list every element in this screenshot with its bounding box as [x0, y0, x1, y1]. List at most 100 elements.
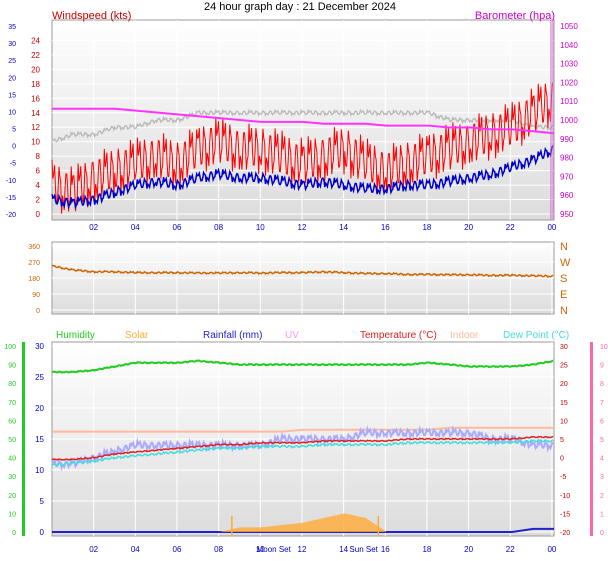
time-axis-temp: 02 04 06 08 10 12 14 16 18 20 22 00: [89, 545, 557, 554]
time-tick-label: 18: [422, 223, 431, 232]
baro-tick-label: 1020: [560, 78, 578, 87]
humidity-tick-label: 60: [8, 418, 16, 425]
panel-heading: Temperature (°C): [360, 330, 437, 341]
compass-label: E: [560, 289, 567, 301]
average-series-line: [51, 145, 554, 210]
secondary-tick-label: 0: [12, 144, 16, 151]
uv-tick-label: 3: [600, 474, 604, 481]
baro-tick-label: 1030: [560, 60, 578, 69]
baro-tick-label: 990: [560, 135, 574, 144]
sun-moon-labels: Moon Set Sun Set: [231, 516, 380, 554]
temp-tick-label: 20: [560, 381, 568, 388]
kts-tick-label: 0: [36, 210, 41, 219]
baro-tick-label: 1000: [560, 116, 578, 125]
temp-series: [51, 359, 554, 533]
time-axis-wind: 02 04 06 08 10 12 14 16 18 20 22 00: [89, 223, 557, 232]
humidity-tick-label: 50: [8, 437, 16, 444]
time-tick-label: 00: [547, 545, 556, 554]
temp-tick-label: 25: [560, 363, 568, 370]
grey-series-line: [51, 108, 554, 143]
panel-headings: Humidity Solar Rainfall (mm) UV Temperature …: [56, 330, 569, 341]
direction-series: [51, 264, 554, 279]
secondary-tick-label: 35: [8, 24, 16, 31]
direction-tick-label: 0: [36, 308, 40, 315]
time-tick-label: 22: [506, 223, 515, 232]
secondary-tick-label: -5: [10, 161, 16, 168]
secondary-tick-label: 10: [8, 109, 16, 116]
temp-tick-label: 5: [560, 437, 564, 444]
barometer-series-line: [52, 107, 555, 135]
kts-tick-label: 16: [31, 94, 40, 103]
kts-tick-label: 6: [36, 167, 41, 176]
humidity-tick-label: 100: [4, 344, 16, 351]
trace-series-line: [51, 425, 554, 472]
kts-tick-label: 22: [31, 51, 40, 60]
graph-title: 24 hour graph day : 21 December 2024: [204, 1, 396, 13]
time-tick-label: 04: [131, 223, 140, 232]
time-tick-label: 06: [173, 223, 182, 232]
time-tick-label: 10: [256, 545, 265, 554]
compass-label: N: [560, 241, 568, 253]
uv-tick-label: 8: [600, 381, 604, 388]
time-tick-label: 00: [547, 223, 556, 232]
kts-tick-label: 12: [31, 123, 40, 132]
secondary-tick-label: 20: [8, 75, 16, 82]
direction-series-line: [51, 264, 554, 279]
time-tick-label: 22: [506, 545, 515, 554]
uv-tick-label: 7: [600, 400, 604, 407]
baro-tick-label: 970: [560, 172, 574, 181]
rain-tick-label: 5: [40, 497, 45, 506]
time-tick-label: 14: [339, 545, 348, 554]
humidity-tick-label: 10: [8, 511, 16, 518]
rain-tick-label: 10: [35, 466, 44, 475]
kts-tick-label: 24: [31, 36, 40, 45]
uv-tick-label: 5: [600, 437, 604, 444]
temp-tick-label: 10: [560, 418, 568, 425]
rain-tick-label: 0: [40, 528, 45, 537]
direction-tick-label: 360: [28, 244, 40, 251]
secondary-tick-label: -10: [6, 178, 16, 185]
uv-tick-label: 9: [600, 363, 604, 370]
barometer-axis: 950 960 970 980 990 1000 1010 1020 1030 1040 1050: [560, 22, 578, 219]
time-tick-label: 20: [464, 223, 473, 232]
time-tick-label: 18: [422, 545, 431, 554]
barometer-heading: Barometer (hpa): [475, 10, 555, 22]
direction-tick-label: 90: [32, 292, 40, 299]
gust-series-line: [51, 82, 554, 214]
temp-tick-label: -20: [560, 530, 570, 537]
time-tick-label: 16: [381, 223, 390, 232]
time-tick-label: 08: [214, 223, 223, 232]
humidity-tick-label: 40: [8, 456, 16, 463]
compass-label: S: [560, 273, 567, 285]
humidity-axis: 0 10 20 30 40 50 60 70 80 90 100: [4, 344, 16, 537]
humidity-tick-label: 70: [8, 400, 16, 407]
uv-tick-label: 1: [600, 511, 604, 518]
baro-tick-label: 980: [560, 154, 574, 163]
panel-heading: Dew Point (°C): [503, 330, 569, 341]
time-tick-label: 10: [256, 223, 265, 232]
secondary-tick-label: 15: [8, 92, 16, 99]
temperature-axis: -20 -15 -10 -5 0 5 10 15 20 25 30: [560, 344, 570, 537]
humidity-tick-label: 30: [8, 474, 16, 481]
time-tick-label: 02: [89, 223, 98, 232]
time-tick-label: 08: [214, 545, 223, 554]
time-tick-label: 12: [298, 545, 307, 554]
time-tick-label: 16: [381, 545, 390, 554]
compass-label: N: [560, 305, 568, 317]
rainfall-axis: 0 5 10 15 20 25 30: [35, 342, 44, 537]
panel-heading: UV: [285, 330, 299, 341]
wind-series: [51, 82, 555, 214]
humidity-tick-label: 20: [8, 493, 16, 500]
temperature-series-line: [51, 435, 554, 461]
wind-barometer-panel: Windspeed (kts) Barometer (hpa) 02468101…: [6, 10, 578, 221]
baro-tick-label: 960: [560, 191, 574, 200]
kts-tick-label: 8: [36, 152, 41, 161]
baro-tick-label: 1050: [560, 22, 578, 31]
solar-area: [52, 513, 554, 532]
uv-axis: 0 1 2 3 4 5 6 7 8 9 10: [600, 344, 608, 537]
panel-heading: Indoor: [450, 330, 479, 341]
secondary-tick-label: -15: [6, 195, 16, 202]
